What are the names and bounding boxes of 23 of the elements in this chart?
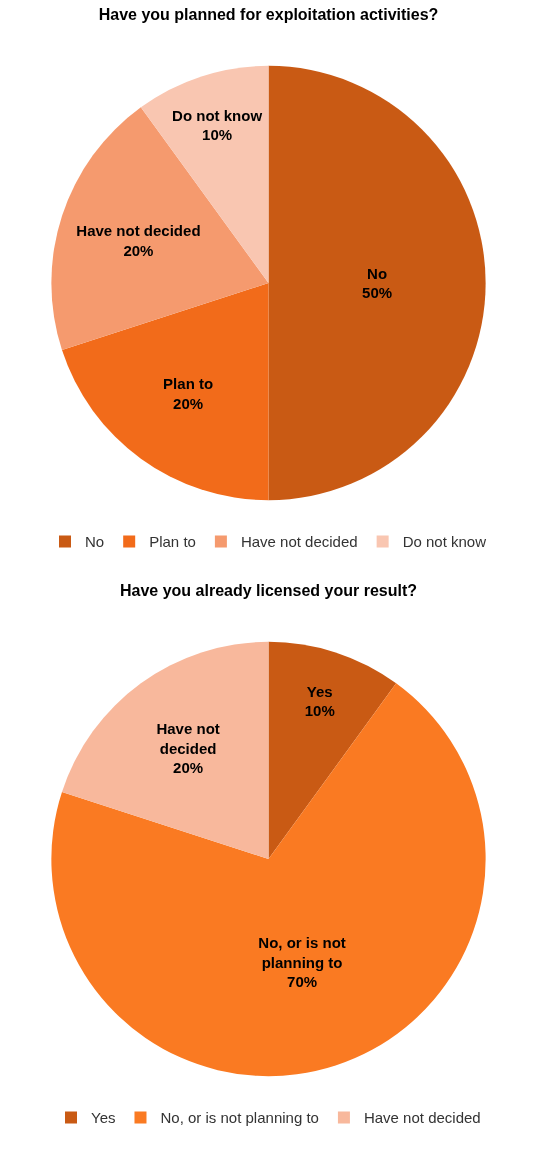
chart-title: Have you planned for exploitation activities? — [98, 5, 439, 23]
legend-label: Yes — [91, 1109, 116, 1127]
legend-label: Have not decided — [240, 533, 358, 551]
data-label: 20% — [173, 759, 204, 777]
slice-label: Have not decided — [76, 222, 201, 240]
data-label: 10% — [202, 126, 233, 144]
data-label: 50% — [362, 284, 393, 302]
slice-label: Yes — [306, 682, 333, 700]
legend-label: No, or is not planning to — [160, 1109, 319, 1127]
chart-title: Have you already licensed your result? — [119, 581, 418, 599]
legend-label: Do not know — [402, 533, 487, 551]
data-label: 20% — [123, 241, 154, 259]
data-label: 20% — [173, 394, 204, 412]
slice-label: Plan to — [163, 375, 214, 393]
legend-label: Plan to — [149, 533, 196, 551]
legend-label: No — [85, 533, 105, 551]
data-label: 10% — [304, 702, 335, 720]
legend-label: Have not decided — [363, 1109, 481, 1127]
slice-label: No, or is not planning to — [258, 934, 346, 971]
data-label: 70% — [287, 973, 318, 991]
slice-label: Have not decided — [156, 720, 220, 757]
slice-label: Do not know — [172, 106, 263, 124]
slice-label: No — [367, 264, 388, 282]
